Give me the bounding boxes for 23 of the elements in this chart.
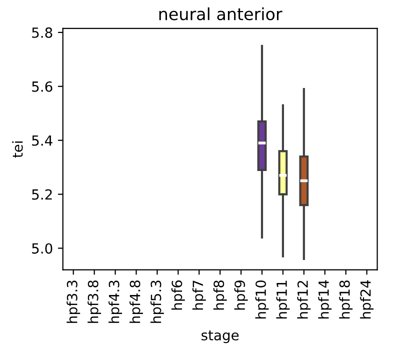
x-tick-label: hpf3.8 — [88, 280, 102, 323]
chart-title: neural anterior — [159, 7, 282, 20]
y-tick-label: 5.8 — [32, 27, 52, 38]
y-tick-label: 5.2 — [32, 189, 52, 200]
x-tick-label: hpf8 — [213, 280, 227, 310]
x-tick-label: hpf6 — [171, 280, 185, 310]
x-tick-label: hpf9 — [234, 280, 248, 310]
x-tick-label: hpf18 — [339, 280, 353, 318]
y-tick-label: 5.4 — [32, 135, 52, 146]
y-tick-label: 5.0 — [32, 243, 52, 254]
x-tick-label: hpf24 — [360, 280, 374, 318]
y-tick-label: 5.6 — [32, 81, 52, 92]
x-tick-label: hpf5.3 — [150, 280, 164, 323]
x-tick-label: hpf4.8 — [130, 280, 143, 323]
x-tick-label: hpf4.3 — [108, 280, 122, 323]
y-axis-title: tei — [12, 141, 23, 158]
x-tick-label: hpf7 — [192, 280, 206, 310]
x-tick-label: hpf12 — [297, 280, 311, 318]
x-tick-label: hpf10 — [255, 280, 269, 318]
x-axis-title: stage — [202, 330, 239, 344]
x-tick-label: hpf11 — [276, 280, 290, 318]
x-tick-label: hpf14 — [318, 280, 332, 318]
x-tick-label: hpf3.3 — [66, 280, 80, 323]
